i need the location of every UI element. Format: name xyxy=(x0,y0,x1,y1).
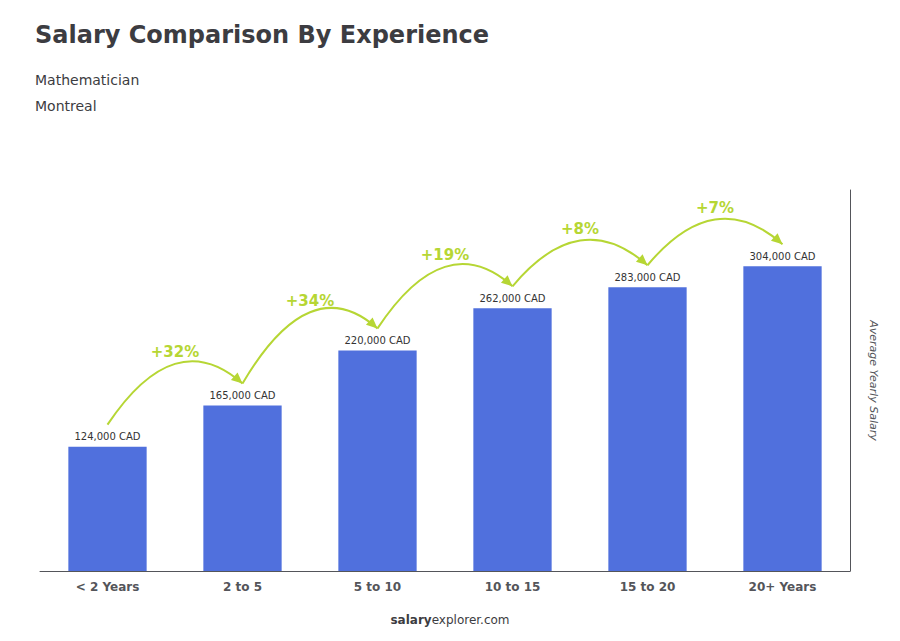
svg-text:20+ Years: 20+ Years xyxy=(749,580,817,594)
svg-text:+8%: +8% xyxy=(561,220,599,238)
svg-text:Montreal: Montreal xyxy=(35,98,97,114)
svg-text:+7%: +7% xyxy=(696,199,734,217)
svg-text:124,000 CAD: 124,000 CAD xyxy=(74,431,140,442)
svg-text:Average Yearly Salary: Average Yearly Salary xyxy=(867,319,880,441)
svg-text:165,000 CAD: 165,000 CAD xyxy=(209,390,275,401)
svg-text:15 to 20: 15 to 20 xyxy=(620,580,676,594)
svg-text:220,000 CAD: 220,000 CAD xyxy=(344,335,410,346)
svg-text:explorer.com: explorer.com xyxy=(432,613,510,627)
svg-text:+19%: +19% xyxy=(421,246,469,264)
svg-text:+34%: +34% xyxy=(286,292,334,310)
svg-text:Mathematician: Mathematician xyxy=(35,72,139,88)
svg-text:283,000 CAD: 283,000 CAD xyxy=(614,272,680,283)
svg-text:5 to 10: 5 to 10 xyxy=(354,580,401,594)
svg-text:2 to 5: 2 to 5 xyxy=(223,580,262,594)
svg-text:salary: salary xyxy=(390,613,431,627)
svg-text:262,000 CAD: 262,000 CAD xyxy=(479,293,545,304)
svg-text:10 to 15: 10 to 15 xyxy=(485,580,541,594)
svg-text:+32%: +32% xyxy=(151,343,199,361)
svg-text:Salary Comparison By Experienc: Salary Comparison By Experience xyxy=(35,21,489,49)
svg-text:304,000 CAD: 304,000 CAD xyxy=(749,251,815,262)
svg-text:< 2 Years: < 2 Years xyxy=(76,580,140,594)
